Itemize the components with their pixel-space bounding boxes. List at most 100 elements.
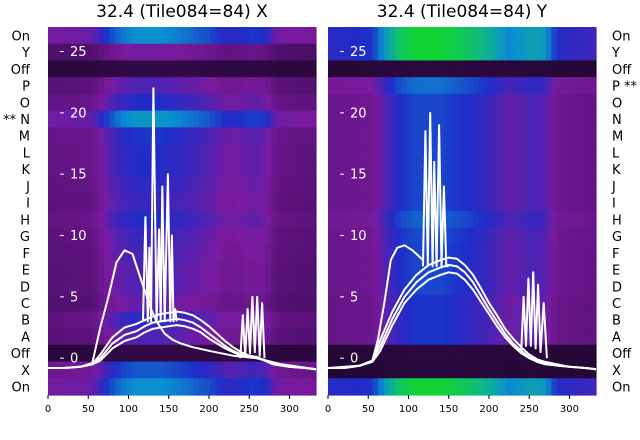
heatmap-cell (304, 361, 312, 379)
heatmap-cell (265, 294, 272, 312)
heatmap-cell (501, 127, 508, 145)
heatmap-cell (243, 227, 250, 246)
heatmap-cell (344, 244, 351, 262)
heatmap-cell (350, 160, 357, 179)
heatmap-cell (333, 294, 340, 312)
row-label: Off (11, 63, 31, 78)
row-label: P ** (612, 80, 637, 95)
heatmap-cell (344, 277, 351, 296)
heatmap-cell (126, 328, 133, 346)
heatmap-cell (378, 127, 385, 145)
heatmap-cell (523, 277, 530, 296)
heatmap-cell (137, 261, 144, 279)
heatmap-cell (176, 93, 183, 112)
heatmap-cell (445, 311, 452, 329)
heatmap-cell (226, 60, 233, 78)
heatmap-cell (193, 277, 200, 296)
heatmap-cell (584, 43, 592, 62)
heatmap-cell (70, 294, 77, 312)
heatmap-cell (48, 378, 55, 396)
heatmap-cell (545, 93, 552, 112)
heatmap-cell (159, 378, 166, 396)
heatmap-cell (299, 227, 306, 246)
heatmap-cell (355, 361, 363, 379)
heatmap-cell (182, 194, 189, 212)
heatmap-cell (159, 361, 166, 379)
heatmap-cell (176, 227, 183, 246)
heatmap-cell (249, 27, 256, 45)
heatmap-cell (445, 328, 452, 346)
heatmap-cell (383, 27, 391, 45)
heatmap-cell (64, 43, 71, 62)
heatmap-cell (467, 27, 474, 45)
heatmap-cell (131, 77, 138, 95)
heatmap-cell (372, 60, 379, 78)
heatmap-cell (568, 93, 575, 112)
heatmap-cell (265, 227, 272, 246)
heatmap-cell (506, 294, 513, 312)
heatmap-cell (126, 144, 133, 162)
heatmap-cell (389, 77, 396, 95)
heatmap-cell (523, 344, 530, 363)
heatmap-cell (355, 93, 363, 112)
heatmap-cell (540, 344, 547, 363)
heatmap-cell (193, 194, 200, 212)
heatmap-cell (417, 261, 424, 279)
heatmap-cell (75, 361, 83, 379)
heatmap-cell (271, 110, 278, 128)
heatmap-cell (456, 211, 463, 229)
heatmap-cell (579, 227, 586, 246)
heatmap-cell (221, 60, 228, 78)
heatmap-cell (70, 328, 77, 346)
heatmap-cell (59, 144, 66, 162)
heatmap-cell (361, 160, 368, 179)
heatmap-cell (473, 261, 480, 279)
heatmap-cell (131, 277, 138, 296)
heatmap-cell (232, 93, 239, 112)
heatmap-cell (237, 311, 245, 329)
heatmap-cell (193, 43, 200, 62)
heatmap-cell (154, 144, 161, 162)
heatmap-cell (590, 194, 597, 212)
series-line (520, 271, 548, 359)
heatmap-cell (545, 177, 552, 195)
heatmap-cell (361, 93, 368, 112)
heatmap-cell (226, 328, 233, 346)
heatmap-cell (154, 194, 161, 212)
heatmap-cell (512, 361, 519, 379)
heatmap-cell (361, 211, 368, 229)
heatmap-cell (98, 261, 105, 279)
heatmap-cell (372, 277, 379, 296)
heatmap-cell (367, 378, 374, 396)
heatmap-cell (478, 43, 485, 62)
heatmap-cell (417, 177, 424, 195)
heatmap-cell (573, 77, 580, 95)
heatmap-cell (540, 27, 547, 45)
heatmap-cell (299, 127, 306, 145)
heatmap-cell (534, 227, 541, 246)
heatmap-cell (243, 194, 250, 212)
heatmap-cell (406, 93, 413, 112)
heatmap-cell (501, 144, 508, 162)
row-label: I (26, 197, 30, 212)
heatmap-cell (87, 77, 94, 95)
heatmap-cell (115, 261, 122, 279)
heatmap-cell (339, 60, 346, 78)
heatmap-cell (478, 60, 485, 78)
heatmap-cell (120, 344, 127, 363)
heatmap-cell (70, 378, 77, 396)
heatmap-cell (529, 194, 536, 212)
heatmap-cell (361, 43, 368, 62)
heatmap-cell (159, 328, 166, 346)
heatmap-cell (462, 27, 469, 45)
heatmap-cell (193, 27, 200, 45)
heatmap-cell (87, 328, 94, 346)
heatmap-cell (249, 110, 256, 128)
heatmap-cell (355, 144, 363, 162)
heatmap-cell (198, 144, 205, 162)
heatmap-cell (551, 160, 558, 179)
heatmap-cell (304, 294, 312, 312)
heatmap-cell (590, 227, 597, 246)
heatmap-cell (417, 93, 424, 112)
heatmap-cell (271, 328, 278, 346)
